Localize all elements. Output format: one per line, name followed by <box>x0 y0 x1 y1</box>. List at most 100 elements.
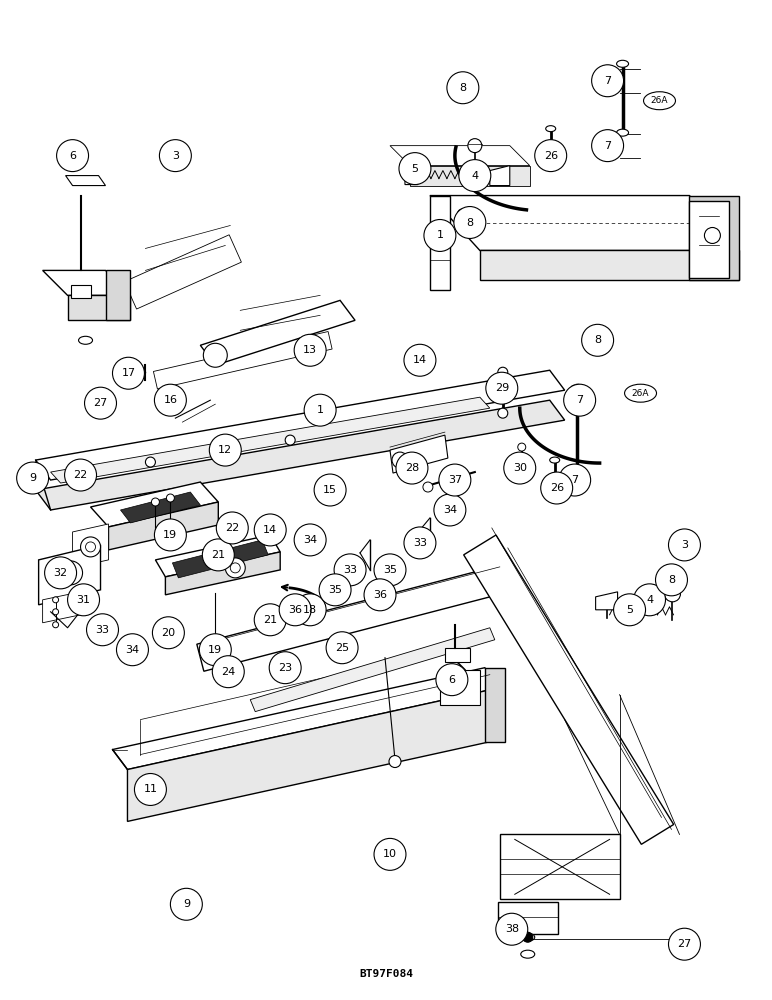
Polygon shape <box>405 169 418 185</box>
Text: 35: 35 <box>328 585 342 595</box>
Circle shape <box>254 514 286 546</box>
Circle shape <box>459 160 491 192</box>
Text: 27: 27 <box>677 939 692 949</box>
Text: 33: 33 <box>96 625 110 635</box>
Text: 8: 8 <box>466 218 473 228</box>
Polygon shape <box>445 648 470 662</box>
Polygon shape <box>36 400 564 510</box>
Circle shape <box>212 656 244 688</box>
Text: 25: 25 <box>335 643 349 653</box>
Text: 3: 3 <box>172 151 179 161</box>
Ellipse shape <box>625 384 656 402</box>
Polygon shape <box>124 235 242 309</box>
Circle shape <box>334 554 366 586</box>
Text: 33: 33 <box>413 538 427 548</box>
Circle shape <box>454 207 486 238</box>
Ellipse shape <box>601 65 614 72</box>
Circle shape <box>396 452 428 484</box>
Polygon shape <box>66 176 106 186</box>
Ellipse shape <box>521 950 535 958</box>
Circle shape <box>447 72 479 104</box>
Text: 15: 15 <box>323 485 337 495</box>
Circle shape <box>52 609 59 615</box>
Text: 9: 9 <box>29 473 36 483</box>
Ellipse shape <box>457 81 462 84</box>
Circle shape <box>269 652 301 684</box>
Circle shape <box>496 913 528 945</box>
Text: 7: 7 <box>571 475 578 485</box>
Text: 35: 35 <box>383 565 397 575</box>
Text: 12: 12 <box>218 445 232 455</box>
Polygon shape <box>68 295 130 320</box>
Text: 11: 11 <box>144 784 157 794</box>
Circle shape <box>436 664 468 696</box>
Ellipse shape <box>601 154 614 161</box>
Circle shape <box>399 153 431 185</box>
Polygon shape <box>499 834 620 899</box>
Ellipse shape <box>571 467 583 474</box>
Ellipse shape <box>594 332 605 339</box>
Text: 24: 24 <box>221 667 235 677</box>
Circle shape <box>540 472 573 504</box>
Text: 30: 30 <box>513 463 527 473</box>
Circle shape <box>404 527 436 559</box>
Ellipse shape <box>521 933 535 941</box>
Circle shape <box>86 614 118 646</box>
Text: 19: 19 <box>208 645 222 655</box>
Circle shape <box>86 542 96 552</box>
Text: 26A: 26A <box>651 96 669 105</box>
Polygon shape <box>172 540 268 578</box>
Text: 37: 37 <box>448 475 462 485</box>
Circle shape <box>152 617 185 649</box>
Circle shape <box>523 932 533 942</box>
Polygon shape <box>201 300 355 365</box>
Polygon shape <box>51 397 489 483</box>
Circle shape <box>498 408 508 418</box>
Text: 4: 4 <box>646 595 653 605</box>
Circle shape <box>85 387 117 419</box>
Text: 29: 29 <box>495 383 509 393</box>
Circle shape <box>134 774 167 805</box>
Circle shape <box>498 367 508 377</box>
Circle shape <box>535 140 567 172</box>
Polygon shape <box>596 592 618 610</box>
Text: 21: 21 <box>263 615 277 625</box>
Text: 9: 9 <box>183 899 190 909</box>
Text: 19: 19 <box>164 530 178 540</box>
Circle shape <box>52 622 59 628</box>
Circle shape <box>468 139 482 153</box>
Circle shape <box>68 584 100 616</box>
Circle shape <box>389 756 401 768</box>
Ellipse shape <box>617 60 628 67</box>
Circle shape <box>439 464 471 496</box>
Circle shape <box>202 539 234 571</box>
Polygon shape <box>464 535 674 844</box>
Polygon shape <box>36 370 564 480</box>
Polygon shape <box>120 492 201 523</box>
Text: 34: 34 <box>303 535 317 545</box>
Circle shape <box>225 558 245 578</box>
Ellipse shape <box>680 937 689 942</box>
Polygon shape <box>480 250 740 280</box>
Text: 6: 6 <box>69 151 76 161</box>
Circle shape <box>294 594 326 626</box>
Text: 16: 16 <box>164 395 178 405</box>
Circle shape <box>45 557 76 589</box>
Circle shape <box>655 564 687 596</box>
Circle shape <box>564 384 596 416</box>
Polygon shape <box>410 166 530 186</box>
Polygon shape <box>440 670 480 705</box>
Polygon shape <box>154 332 332 389</box>
Circle shape <box>614 594 645 626</box>
Text: 5: 5 <box>411 164 418 174</box>
Polygon shape <box>106 270 130 320</box>
Polygon shape <box>250 628 495 712</box>
Ellipse shape <box>665 570 670 573</box>
Polygon shape <box>73 524 109 568</box>
Circle shape <box>209 434 242 466</box>
Circle shape <box>591 65 624 97</box>
Circle shape <box>212 645 219 653</box>
Circle shape <box>559 464 591 496</box>
Polygon shape <box>70 285 90 298</box>
Text: 20: 20 <box>161 628 175 638</box>
